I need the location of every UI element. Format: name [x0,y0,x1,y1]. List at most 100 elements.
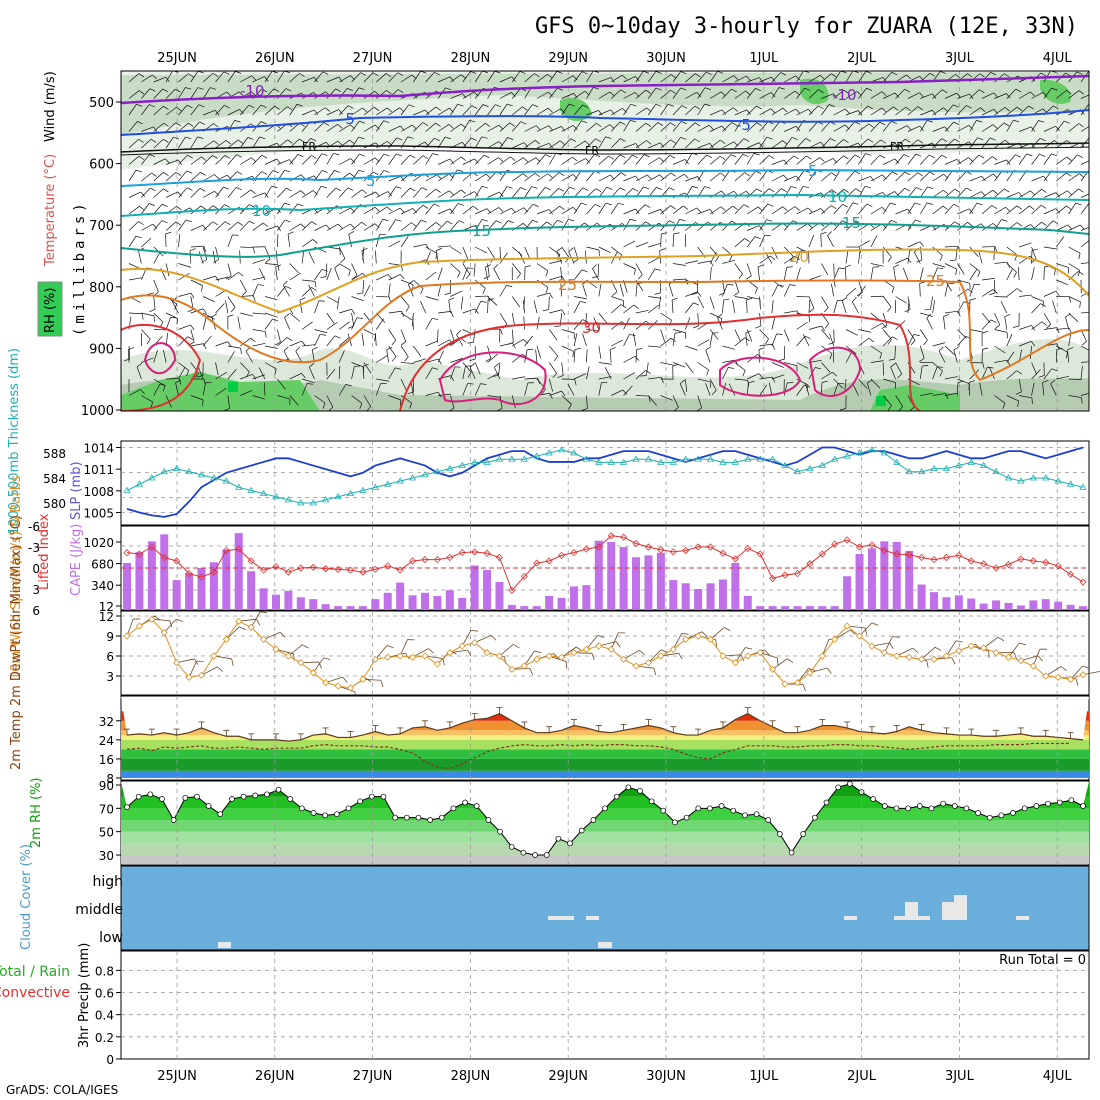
wind-barb-feather [259,136,266,140]
wind-barb [610,172,622,182]
li-marker [135,550,143,558]
wind-barb [635,71,644,83]
rh-marker [555,835,562,842]
wind-barb [709,91,722,99]
li-marker [818,550,826,558]
wind-barb-feather [450,311,454,318]
wind-barb-feather [436,174,442,180]
wind-barb-feather [387,274,393,280]
wind-barb [487,124,500,132]
wind-barb-feather [359,403,363,410]
wind10m-barb [821,639,830,657]
thickness-marker [619,458,628,465]
lifted-index-markers [123,532,1087,594]
wind-barb [375,383,382,396]
wind-barb-feather [460,338,466,343]
wind-barb-feather [581,120,588,124]
wind-barb [586,329,600,332]
wind-barb-feather [320,333,327,336]
wind-barb-feather [240,348,242,355]
cape-bar [420,592,429,610]
wind-barb [858,285,866,297]
wind-barb [907,250,911,264]
wind-barb [338,350,345,363]
wind-barb [734,90,746,99]
wind-barb [450,156,462,165]
wind-barb [882,71,893,83]
wind-barb-feather [659,157,664,162]
wind-barb [586,246,600,251]
wind-barb [289,340,302,347]
wind-barb [314,153,322,165]
wind10m-barb-feather [467,649,472,657]
cape-bar [346,606,355,610]
wind-barb-feather [1056,327,1060,334]
wind-barb-feather [467,267,474,269]
wind-barb [833,124,846,132]
thickness-marker [1042,474,1050,481]
rh-marker [334,811,340,818]
li-marker [297,564,305,572]
wind10m-barb [561,646,577,658]
wind-barb [709,71,718,83]
wind-barb [759,108,772,116]
wind-barb [190,188,201,198]
li-marker [284,568,292,576]
wind-barb [944,158,958,165]
wind-barb-feather [572,125,578,131]
wind-barb-feather [433,203,440,207]
cape-bar [147,541,156,610]
wind-barb-feather [717,313,723,318]
wind-barb [734,263,743,275]
wind-barb [882,106,894,116]
wind-barb [784,206,796,215]
wind-barb [784,220,794,231]
wind-barb [203,296,216,303]
wind-barb [932,154,942,165]
wind-barb [561,75,574,83]
wind-barb [944,345,955,356]
dewpoint-line [126,742,1071,770]
wind-barb [858,337,870,347]
wind-barb [425,72,435,83]
wind-barb-feather [534,73,540,78]
li-marker [669,548,677,556]
wind-barb [178,292,192,297]
wind-barb [240,337,251,347]
wind-barb [376,355,388,363]
wind-barb [623,355,636,363]
wind-barb [932,189,944,198]
wind-barb [598,382,602,396]
wind10m-barb [163,618,177,633]
wind-barb [252,342,266,347]
rh-marker [135,793,142,800]
wind-barb [994,359,1008,363]
wind-barb [450,366,456,380]
wind-barb [165,136,174,149]
wind-barb-feather [824,323,830,329]
wind-barb [437,283,442,297]
wind-barb-feather [235,71,242,74]
cape-bar [545,595,554,610]
wind-barb-feather [1016,288,1023,293]
li-marker [781,571,789,579]
wind-barb [289,73,300,83]
rh-marker [812,814,818,821]
wind-barb-feather [670,74,677,79]
wind-barb [338,187,349,198]
isotherm-minus-10 [121,74,1089,105]
wind-barb [202,87,211,99]
wind-barb-feather [1042,92,1048,97]
wind10m-marker [620,655,628,663]
wind10m-barb-feather [279,632,286,638]
wind-barb-feather [474,158,479,164]
wind-barb [685,378,688,392]
li-marker [570,549,578,557]
wind-barb [1043,153,1052,165]
wind-barb-feather [225,140,231,145]
wind-barb [635,154,645,165]
isotherm-10 [121,193,1089,217]
thickness-tick-label: 584 [43,472,66,486]
wind-barb [338,124,351,132]
wind-barb [784,175,797,182]
